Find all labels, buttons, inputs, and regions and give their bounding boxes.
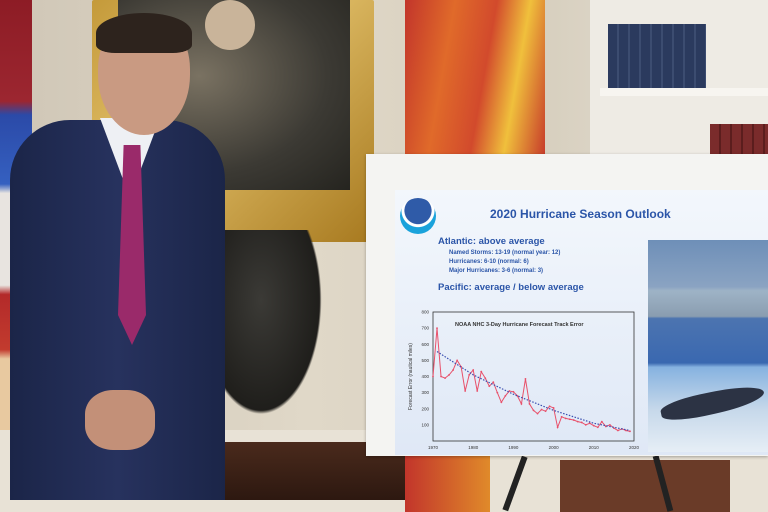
data-point bbox=[524, 378, 527, 380]
trend-line bbox=[436, 351, 631, 432]
atlantic-item: Major Hurricanes: 3-6 (normal: 3) bbox=[449, 268, 544, 274]
data-point bbox=[444, 377, 446, 380]
photo-collage bbox=[648, 240, 768, 452]
data-point bbox=[548, 405, 551, 408]
books-upper bbox=[608, 24, 706, 88]
data-point bbox=[584, 423, 587, 426]
x-tick-label: 2010 bbox=[589, 445, 600, 450]
y-tick-label: 300 bbox=[421, 390, 429, 395]
man-hair bbox=[96, 13, 192, 53]
data-point bbox=[500, 401, 503, 404]
data-point bbox=[580, 421, 583, 424]
x-tick-label: 2000 bbox=[549, 445, 560, 450]
data-point bbox=[492, 381, 495, 384]
data-point bbox=[568, 418, 571, 421]
data-point bbox=[456, 359, 459, 362]
track-error-chart: NOAA NHC 3-Day Hurricane Forecast Track … bbox=[408, 310, 640, 451]
x-tick-label: 1970 bbox=[428, 445, 439, 450]
y-axis-label: Forecast Error (nautical miles) bbox=[408, 343, 414, 410]
data-point bbox=[608, 423, 611, 426]
data-point bbox=[544, 410, 547, 413]
atlantic-item: Named Storms: 13-19 (normal year: 12) bbox=[449, 250, 561, 256]
data-point bbox=[452, 369, 454, 371]
data-point bbox=[572, 419, 575, 421]
shelf-board bbox=[600, 88, 768, 96]
atlantic-item: Hurricanes: 6-10 (normal: 6) bbox=[449, 259, 529, 265]
data-point bbox=[556, 426, 559, 429]
data-point bbox=[540, 408, 543, 411]
x-tick-label: 1980 bbox=[468, 445, 479, 450]
noaa-logo bbox=[400, 198, 436, 234]
y-tick-label: 400 bbox=[421, 374, 429, 379]
data-point bbox=[432, 375, 434, 378]
slide-title: 2020 Hurricane Season Outlook bbox=[490, 207, 671, 221]
data-point bbox=[480, 370, 483, 373]
data-point bbox=[552, 407, 555, 409]
pacific-heading: Pacific: average / below average bbox=[438, 282, 584, 293]
data-point bbox=[596, 426, 599, 429]
data-point bbox=[592, 424, 595, 427]
data-point bbox=[488, 385, 491, 388]
flag-lower bbox=[405, 455, 490, 512]
data-point bbox=[560, 415, 563, 418]
data-point bbox=[476, 390, 479, 392]
data-point bbox=[512, 390, 515, 393]
atlantic-heading: Atlantic: above average bbox=[438, 236, 545, 247]
portrait-face bbox=[205, 0, 255, 50]
data-point bbox=[448, 373, 450, 376]
data-point bbox=[536, 412, 539, 415]
error-series-line bbox=[432, 328, 631, 432]
data-point bbox=[436, 327, 438, 330]
data-point bbox=[468, 373, 471, 376]
y-tick-label: 500 bbox=[421, 358, 429, 363]
data-point bbox=[528, 403, 531, 405]
data-point bbox=[564, 417, 567, 420]
man-hands bbox=[85, 390, 155, 450]
y-tick-label: 700 bbox=[421, 326, 429, 331]
data-point bbox=[600, 420, 603, 423]
data-point bbox=[504, 394, 507, 397]
y-tick-label: 100 bbox=[421, 422, 429, 427]
data-point bbox=[629, 430, 631, 433]
x-tick-label: 2020 bbox=[629, 445, 640, 450]
chart-title: NOAA NHC 3-Day Hurricane Forecast Track … bbox=[455, 322, 584, 328]
data-point bbox=[617, 429, 619, 432]
data-point bbox=[625, 429, 627, 432]
data-point bbox=[520, 403, 523, 405]
data-point bbox=[440, 375, 442, 378]
data-point bbox=[588, 422, 591, 425]
x-tick-label: 1990 bbox=[508, 445, 519, 450]
data-point bbox=[484, 377, 487, 380]
data-point bbox=[464, 390, 467, 392]
data-point bbox=[532, 409, 535, 412]
y-tick-label: 200 bbox=[421, 406, 429, 411]
y-tick-label: 600 bbox=[421, 342, 429, 347]
military-flag bbox=[405, 0, 545, 158]
chair bbox=[560, 460, 730, 512]
y-tick-label: 800 bbox=[421, 310, 429, 315]
man-tie bbox=[118, 145, 146, 345]
data-point bbox=[496, 391, 499, 394]
data-point bbox=[576, 420, 579, 423]
data-point bbox=[472, 369, 475, 371]
